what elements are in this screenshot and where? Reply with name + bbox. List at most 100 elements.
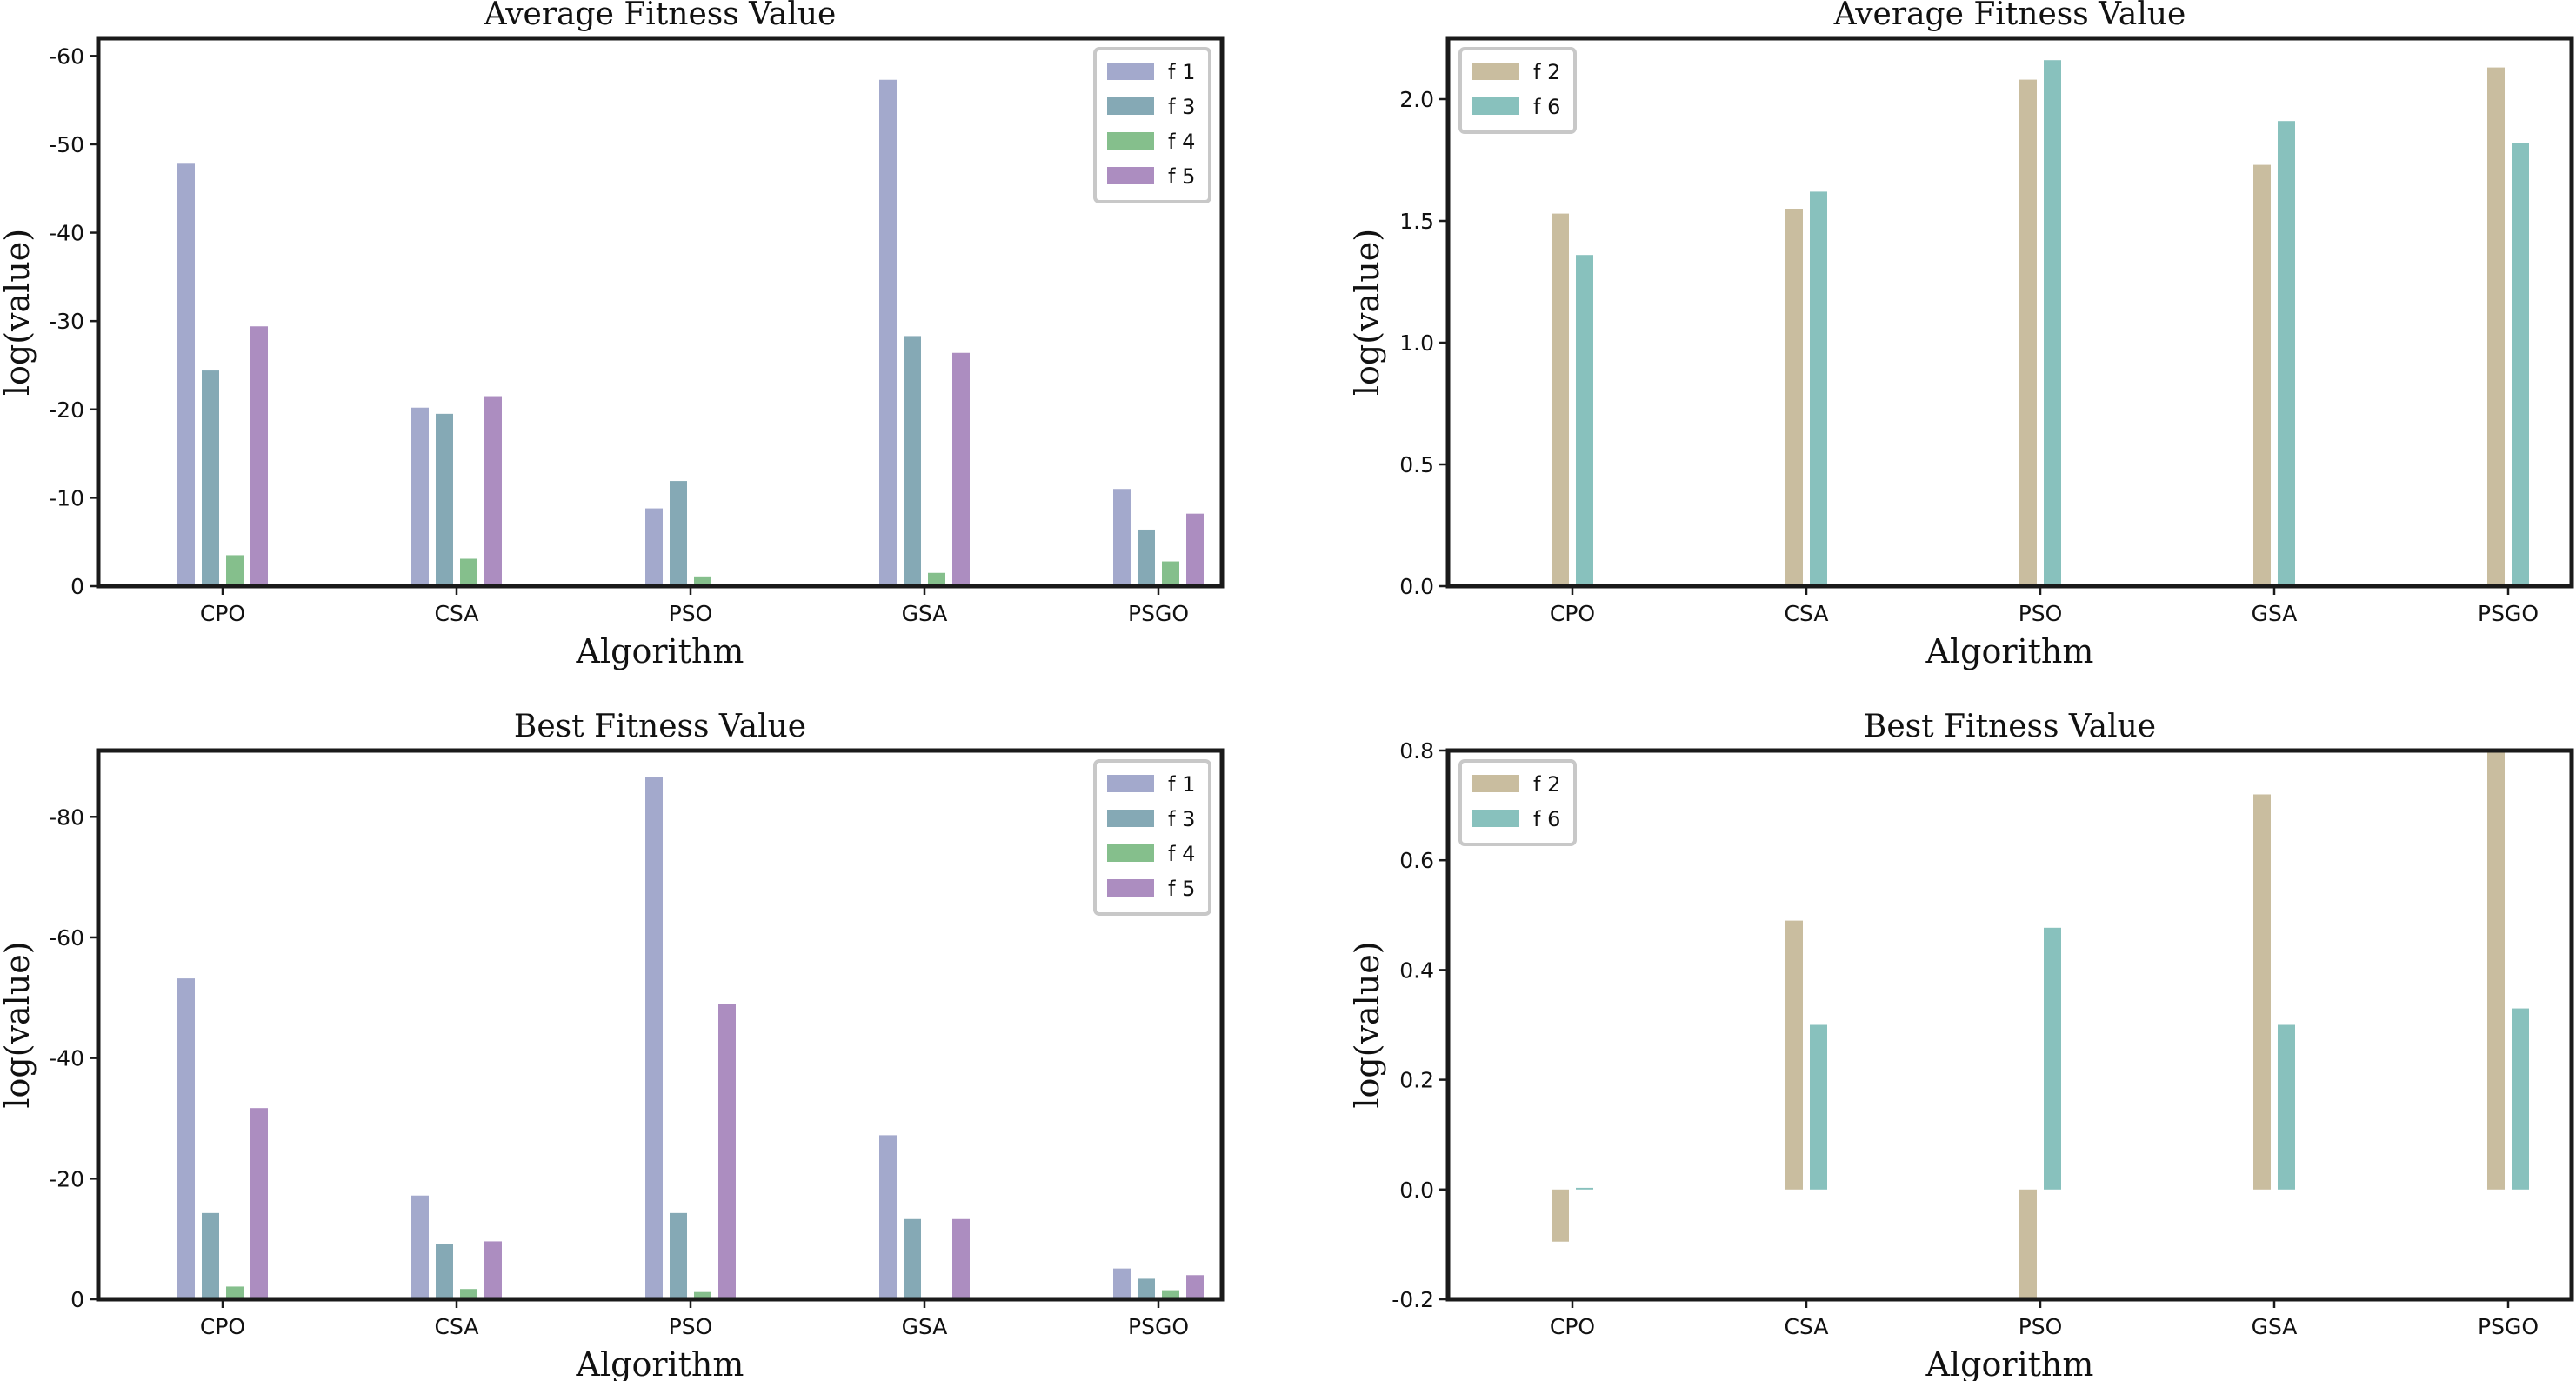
bar-f4-pso [694, 576, 711, 586]
legend-swatch-f5 [1107, 879, 1154, 897]
bar-f4-cpo [226, 555, 244, 586]
plot-frame [1445, 36, 2574, 589]
y-tick-label: -40 [49, 1046, 84, 1071]
bar-f3-psgo [1138, 529, 1155, 586]
bar-f3-csa [436, 1244, 453, 1299]
y-tick-label: 0 [70, 1287, 84, 1312]
bar-f6-gsa [2278, 121, 2295, 586]
y-tick-label: 1.5 [1399, 209, 1434, 234]
x-tick-label: CPO [200, 1314, 245, 1339]
bar-f1-gsa [879, 1135, 897, 1299]
legend-swatch-f4 [1107, 844, 1154, 862]
y-axis-label: log(value) [0, 229, 37, 396]
bar-f4-gsa [928, 572, 945, 586]
bar-f2-cpo [1552, 213, 1569, 586]
bar-f2-csa [1785, 920, 1803, 1190]
bar-f2-pso [2019, 1189, 2037, 1299]
plot-frame [96, 748, 1225, 1302]
bar-f5-cpo [250, 326, 268, 586]
y-axis-label: log(value) [1348, 941, 1386, 1108]
bar-f4-psgo [1162, 561, 1179, 586]
y-tick-label: 0 [70, 574, 84, 599]
legend-label: f 4 [1168, 842, 1195, 866]
y-tick-label: 0.4 [1399, 957, 1434, 983]
x-tick-label: PSO [669, 1314, 713, 1339]
legend-box [1093, 47, 1211, 203]
legend-label: f 6 [1533, 95, 1560, 119]
y-tick-label: 1.0 [1399, 330, 1434, 356]
bar-f3-pso [670, 481, 687, 586]
bar-f2-gsa [2253, 794, 2271, 1190]
bar-f4-csa [460, 1289, 477, 1299]
x-axis-label: Algorithm [1925, 632, 2094, 670]
y-tick-label: -20 [49, 397, 84, 423]
x-tick-label: GSA [902, 601, 948, 626]
bar-f6-gsa [2278, 1024, 2295, 1190]
bar-f1-csa [411, 407, 429, 586]
bar-f1-gsa [879, 79, 897, 587]
plot-frame [96, 36, 1225, 589]
bar-f1-csa [411, 1195, 429, 1299]
y-tick-label: -0.2 [1391, 1287, 1434, 1312]
legend-swatch-f6 [1472, 97, 1519, 115]
bar-f6-pso [2044, 60, 2061, 586]
y-tick-label: 0.2 [1399, 1068, 1434, 1093]
x-axis-label: Algorithm [576, 1345, 744, 1381]
y-tick-label: 0.0 [1399, 1178, 1434, 1203]
bar-f1-psgo [1113, 489, 1131, 586]
x-axis-label: Algorithm [576, 632, 744, 670]
bar-f4-psgo [1162, 1290, 1179, 1299]
x-tick-label: PSGO [1128, 601, 1189, 626]
y-tick-label: 0.0 [1399, 574, 1434, 599]
bar-f5-csa [484, 1241, 502, 1299]
bar-f3-gsa [904, 1218, 921, 1299]
y-tick-label: 0.6 [1399, 848, 1434, 873]
y-tick-label: -80 [49, 804, 84, 830]
bar-f5-pso [718, 1004, 736, 1299]
legend-label: f 3 [1168, 807, 1195, 831]
bar-f6-csa [1810, 191, 1827, 586]
legend-label: f 5 [1168, 164, 1195, 189]
bar-f6-csa [1810, 1024, 1827, 1190]
x-tick-label: CSA [1785, 1314, 1829, 1339]
x-tick-label: PSO [2019, 1314, 2063, 1339]
legend-swatch-f4 [1107, 132, 1154, 150]
bar-f2-csa [1785, 209, 1803, 586]
bar-f6-cpo [1576, 255, 1593, 586]
legend-label: f 5 [1168, 877, 1195, 901]
y-tick-label: -50 [49, 132, 84, 157]
bar-f5-psgo [1186, 1275, 1204, 1299]
legend: f 2f 6 [1458, 47, 1577, 134]
bar-f2-gsa [2253, 164, 2271, 586]
legend-label: f 6 [1533, 807, 1560, 831]
y-tick-label: -10 [49, 485, 84, 510]
bar-f4-cpo [226, 1286, 244, 1299]
y-tick-label: -20 [49, 1166, 84, 1191]
x-tick-label: GSA [902, 1314, 948, 1339]
y-axis-label: log(value) [0, 941, 37, 1108]
bar-f2-psgo [2487, 67, 2505, 587]
legend-swatch-f3 [1107, 810, 1154, 827]
legend-swatch-f1 [1107, 775, 1154, 792]
y-tick-label: -60 [49, 925, 84, 951]
legend: f 2f 6 [1458, 759, 1577, 846]
y-axis-label: log(value) [1348, 229, 1386, 396]
bar-f5-psgo [1186, 513, 1204, 586]
bar-f1-psgo [1113, 1268, 1131, 1299]
chart-title: Best Fitness Value [1864, 709, 2156, 744]
bar-f3-csa [436, 413, 453, 586]
bar-f5-gsa [952, 1218, 970, 1299]
x-tick-label: PSGO [1128, 1314, 1189, 1339]
bar-f1-cpo [177, 978, 195, 1299]
x-axis-label: Algorithm [1925, 1345, 2094, 1381]
legend-label: f 2 [1533, 60, 1560, 84]
bar-f3-pso [670, 1212, 687, 1299]
legend-label: f 1 [1168, 772, 1195, 797]
legend-swatch-f2 [1472, 775, 1519, 792]
x-tick-label: PSGO [2478, 601, 2539, 626]
y-tick-label: 0.8 [1399, 738, 1434, 764]
y-tick-label: -30 [49, 309, 84, 334]
x-tick-label: CPO [1550, 601, 1595, 626]
legend-swatch-f2 [1472, 63, 1519, 80]
